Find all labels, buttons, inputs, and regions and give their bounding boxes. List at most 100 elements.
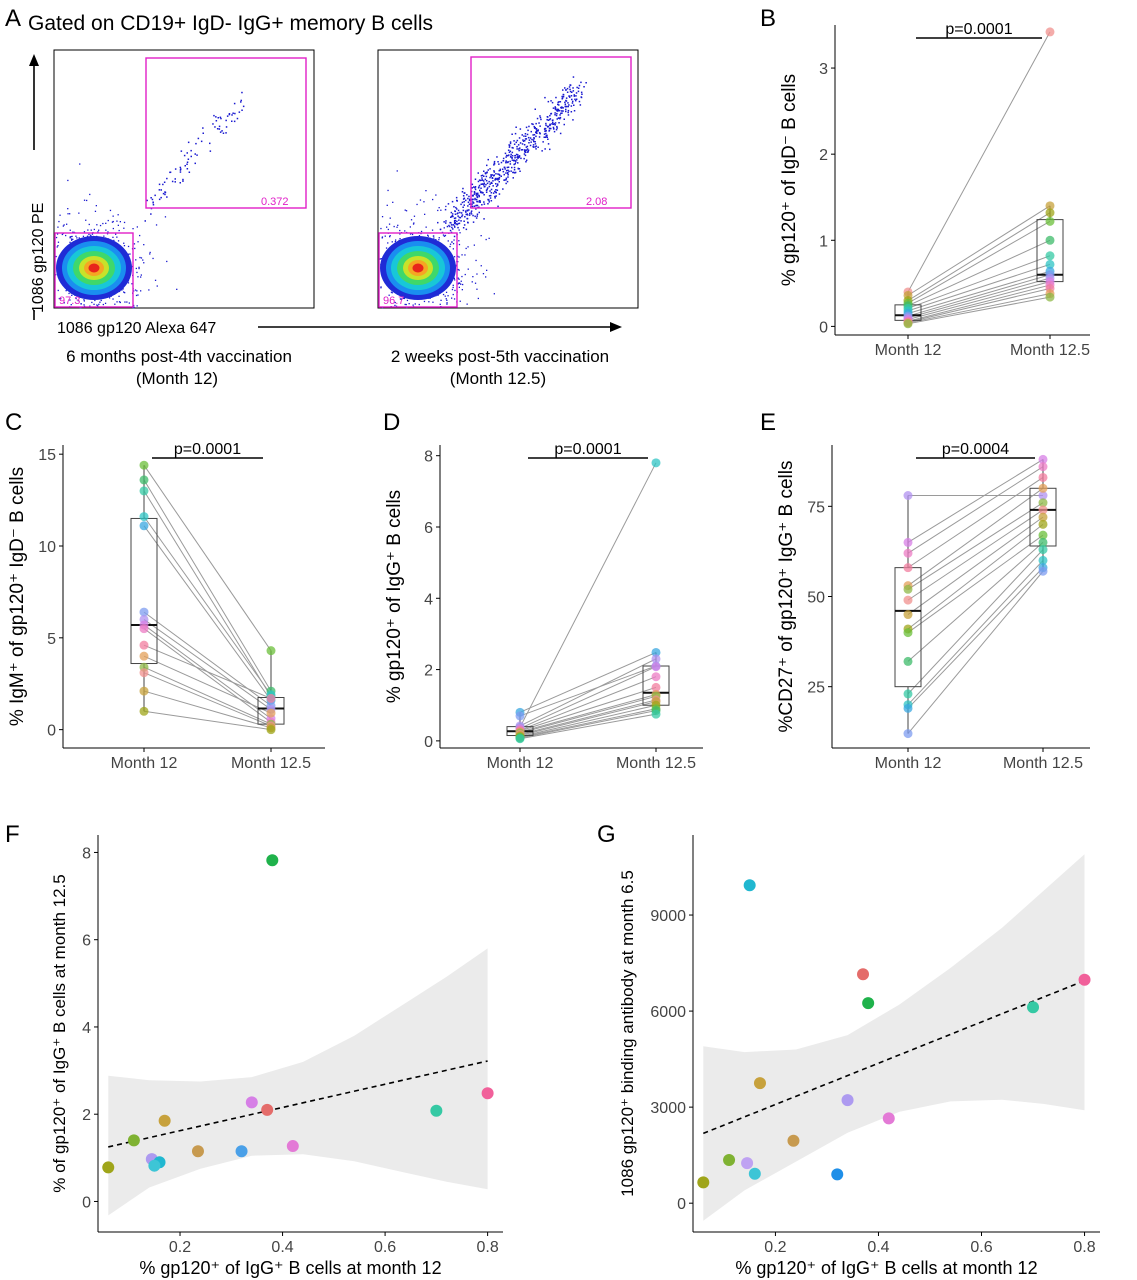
data-point	[1038, 454, 1048, 464]
flow-event-dot	[535, 128, 537, 130]
flow-event-dot	[438, 237, 440, 239]
flow-event-dot	[555, 128, 558, 131]
flow-event-dot	[471, 281, 473, 283]
flow-event-dot	[463, 220, 465, 222]
flow-event-dot	[476, 204, 479, 207]
flow-event-dot	[560, 107, 563, 109]
flow-event-dot	[457, 209, 460, 212]
flow-event-dot	[179, 182, 181, 184]
flow-event-dot	[221, 130, 223, 132]
data-point	[748, 1167, 761, 1180]
regression-line	[703, 979, 1085, 1135]
flow-event-dot	[494, 197, 496, 199]
flow-event-dot	[509, 150, 512, 152]
y-tick-label: 10	[38, 539, 56, 556]
paired-line	[519, 704, 657, 738]
flow-event-dot	[513, 143, 516, 145]
flow-event-dot	[515, 161, 517, 163]
flow-event-dot	[483, 175, 485, 177]
flow-event-dot	[554, 124, 556, 126]
flow-event-dot	[486, 182, 489, 185]
flow-event-dot	[400, 298, 402, 300]
flow-event-dot	[500, 161, 503, 164]
flow-event-dot	[518, 156, 520, 158]
flow-event-dot	[482, 273, 485, 275]
flow-event-dot	[79, 163, 81, 165]
flow-event-dot	[489, 168, 491, 170]
y-tick-label: 8	[82, 845, 91, 862]
flow-event-dot	[552, 126, 555, 129]
flow-event-dot	[55, 236, 58, 239]
flow-event-dot	[527, 129, 529, 132]
flow-event-dot	[524, 139, 526, 142]
flow-event-dot	[509, 163, 512, 165]
flow-event-dot	[558, 122, 560, 124]
flow-event-dot	[494, 177, 497, 180]
flow-event-dot	[505, 177, 508, 180]
data-point	[903, 729, 913, 739]
flow-y-arrowhead	[29, 54, 39, 66]
flow-event-dot	[476, 213, 479, 215]
flow-event-dot	[451, 288, 454, 291]
flow-event-dot	[454, 213, 457, 215]
flow-event-dot	[498, 169, 500, 172]
flow-event-dot	[397, 224, 399, 226]
flow-event-dot	[478, 211, 480, 214]
flow-event-dot	[510, 155, 512, 158]
flow-event-dot	[451, 297, 453, 299]
flow-event-dot	[452, 284, 454, 286]
flow-event-dot	[474, 215, 476, 218]
panel-letter-d: D	[383, 409, 400, 436]
chart-g: 0 3000 6000 9000 0.2 0.4 0.6 0.8 % gp120⁺ of IgG…	[618, 835, 1100, 1278]
flow-event-dot	[512, 171, 514, 174]
flow-event-dot	[496, 178, 498, 181]
flow-event-dot	[480, 265, 482, 267]
paired-line	[519, 686, 657, 732]
flow-event-dot	[136, 271, 138, 274]
flow-event-dot	[522, 139, 524, 141]
flow-event-dot	[513, 163, 515, 166]
flow-event-dot	[410, 219, 413, 221]
flow-event-dot	[445, 205, 447, 208]
flow-event-dot	[548, 127, 551, 130]
data-point	[139, 624, 149, 634]
flow-event-dot	[523, 135, 525, 137]
flow-event-dot	[143, 244, 145, 246]
flow-event-dot	[118, 295, 120, 297]
flow-event-dot	[464, 192, 466, 194]
flow-event-dot	[454, 217, 457, 219]
flow-event-dot	[384, 235, 386, 237]
flow-event-dot	[134, 289, 137, 291]
flow-event-dot	[405, 303, 407, 306]
flow-event-dot	[484, 172, 487, 174]
flow-event-dot	[557, 117, 560, 119]
flow-event-dot	[502, 188, 504, 190]
flow-event-dot	[568, 95, 571, 98]
paired-line	[143, 479, 272, 692]
flow-event-dot	[453, 222, 456, 225]
flow-event-dot	[514, 171, 517, 174]
flow-event-dot	[452, 293, 454, 296]
flow-event-dot	[471, 203, 473, 205]
flow-event-dot	[65, 290, 67, 292]
data-point	[903, 703, 913, 713]
flow-event-dot	[103, 235, 105, 237]
flow-event-dot	[565, 97, 568, 99]
flow-event-dot	[179, 169, 182, 171]
flow-event-dot	[91, 233, 94, 235]
flow-event-dot	[150, 197, 152, 199]
data-point	[139, 607, 149, 617]
flow-event-dot	[561, 95, 563, 98]
flow-event-dot	[414, 303, 416, 305]
flow-event-dot	[545, 130, 547, 132]
flow-event-dot	[123, 242, 125, 244]
flow-event-dot	[559, 101, 562, 103]
flow-event-dot	[501, 168, 504, 170]
flow-event-dot	[556, 127, 558, 129]
flow-event-dot	[466, 303, 468, 305]
flow-gate-upper-month12	[145, 57, 307, 209]
flow-event-dot	[505, 169, 508, 172]
flow-event-dot	[558, 101, 560, 103]
paired-line	[519, 710, 657, 739]
flow-event-dot	[440, 299, 442, 301]
